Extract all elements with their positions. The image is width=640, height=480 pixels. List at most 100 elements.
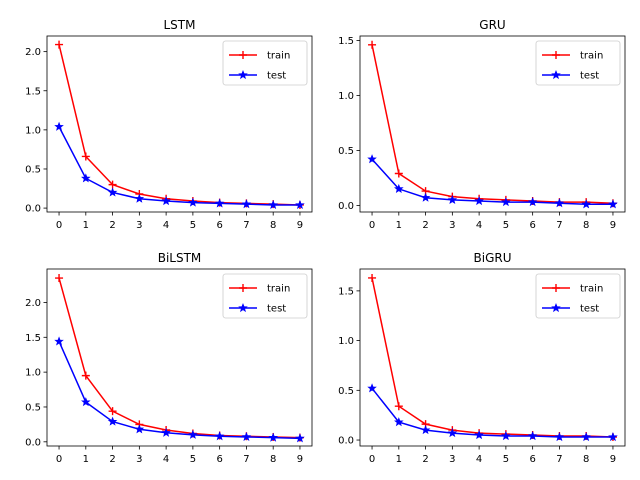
y-tick-label: 0.5: [25, 164, 41, 175]
x-tick-label: 0: [56, 220, 62, 231]
data-point-test: [81, 173, 91, 183]
data-point-train: [55, 274, 64, 283]
data-point-train: [55, 40, 64, 49]
x-tick-label: 8: [270, 220, 276, 231]
y-tick-label: 0.5: [25, 402, 41, 413]
x-tick-label: 7: [243, 220, 249, 231]
data-point-test: [501, 431, 511, 441]
data-point-test: [447, 194, 458, 204]
legend-label-test: test: [267, 71, 286, 82]
legend-marker-test: [238, 302, 248, 313]
legend: train test: [535, 273, 621, 319]
series-line-train: [371, 277, 613, 438]
x-tick-label: 4: [476, 454, 482, 465]
chart-title: BiLSTM: [158, 251, 202, 265]
data-point-test: [54, 336, 64, 346]
x-tick-label: 3: [136, 220, 142, 231]
chart-title: GRU: [479, 18, 505, 32]
legend-label-train: train: [267, 51, 290, 62]
data-point-test: [608, 432, 618, 442]
series-line-train: [58, 44, 300, 206]
data-point-test: [554, 432, 565, 442]
x-tick-label: 6: [216, 220, 222, 231]
x-tick-label: 6: [216, 454, 222, 465]
x-tick-label: 1: [83, 454, 89, 465]
data-point-test: [134, 424, 145, 434]
y-tick-label: 0.0: [338, 436, 354, 447]
x-tick-label: 2: [109, 220, 115, 231]
x-tick-label: 0: [369, 220, 375, 231]
x-tick-label: 4: [163, 220, 169, 231]
legend-label-test: test: [580, 71, 599, 82]
data-point-test: [214, 431, 225, 441]
x-tick-label: 6: [529, 454, 535, 465]
data-point-train: [394, 169, 403, 178]
x-tick-label: 0: [56, 454, 62, 465]
data-point-train: [108, 407, 117, 416]
data-point-test: [241, 199, 252, 209]
y-tick-label: 1.5: [338, 36, 354, 47]
x-tick-label: 5: [503, 454, 509, 465]
legend: train test: [222, 273, 308, 319]
x-tick-label: 9: [610, 220, 616, 231]
y-tick-label: 1.5: [25, 333, 41, 344]
data-point-test: [420, 192, 431, 202]
x-tick-label: 9: [297, 220, 303, 231]
series-line-test: [58, 126, 300, 206]
x-tick-label: 2: [109, 454, 115, 465]
legend-marker-test: [238, 69, 248, 80]
series-line-test: [371, 158, 613, 206]
legend: train test: [535, 40, 621, 86]
subplot-2: GRU 0 1 2 3 4 5 6 7 8 9 0.0 0.5 1.0 1.5 train test: [338, 18, 626, 231]
legend-box: [222, 273, 308, 319]
data-point-test: [214, 198, 225, 208]
x-tick-label: 4: [163, 454, 169, 465]
x-tick-label: 9: [610, 454, 616, 465]
data-point-test: [268, 432, 278, 442]
legend-marker-train: [552, 51, 560, 59]
data-point-train: [81, 152, 90, 161]
data-point-test: [367, 383, 377, 393]
x-tick-label: 5: [190, 454, 196, 465]
data-point-test: [161, 427, 171, 437]
data-point-test: [54, 121, 64, 131]
subplot-4: BiGRU 0 1 2 3 4 5 6 7 8 9 0.0 0.5 1.0 1.5 train test: [338, 251, 626, 465]
y-tick-label: 1.0: [338, 336, 354, 347]
x-tick-label: 2: [422, 220, 428, 231]
x-tick-label: 5: [503, 220, 509, 231]
data-point-test: [107, 416, 118, 426]
y-tick-label: 1.0: [25, 125, 41, 136]
axes-frame: [46, 35, 313, 213]
y-tick-label: 0.0: [25, 437, 41, 448]
x-tick-label: 9: [297, 454, 303, 465]
x-tick-label: 5: [190, 220, 196, 231]
data-point-test: [161, 196, 171, 206]
x-tick-label: 1: [396, 220, 402, 231]
legend-label-train: train: [267, 284, 290, 295]
y-tick-label: 2.0: [25, 47, 41, 58]
y-tick-label: 0.5: [338, 386, 354, 397]
data-point-test: [295, 433, 305, 443]
data-point-test: [474, 195, 484, 206]
legend-box: [222, 40, 308, 86]
data-point-test: [581, 199, 591, 209]
series-line-test: [58, 341, 300, 440]
x-tick-label: 7: [556, 220, 562, 231]
axes-frame: [359, 268, 626, 447]
data-point-test: [134, 193, 145, 203]
y-tick-label: 1.0: [25, 368, 41, 379]
data-point-test: [394, 417, 404, 427]
data-point-test: [81, 397, 91, 407]
y-tick-label: 1.0: [338, 91, 354, 102]
data-point-test: [188, 197, 198, 207]
x-tick-label: 1: [396, 454, 402, 465]
x-tick-label: 7: [556, 454, 562, 465]
data-point-test: [581, 432, 591, 442]
subplot-3: BiLSTM 0 1 2 3 4 5 6 7 8 9 0.0 0.5 1.0 1.5 2.0 train test: [25, 251, 313, 465]
data-point-test: [420, 425, 431, 435]
data-point-test: [501, 197, 511, 207]
legend-box: [535, 273, 621, 319]
data-point-test: [394, 183, 404, 193]
chart-title: LSTM: [164, 18, 196, 32]
data-point-test: [447, 428, 458, 438]
